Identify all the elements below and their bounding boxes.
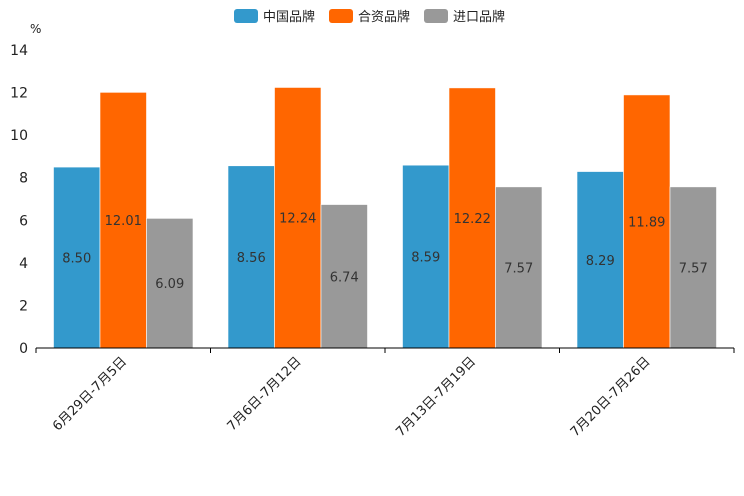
data-label: 12.22 bbox=[454, 212, 491, 227]
bar bbox=[227, 165, 275, 349]
y-tick-label: 0 bbox=[19, 341, 28, 357]
y-tick-label: 14 bbox=[10, 43, 28, 59]
y-tick-label: 6 bbox=[19, 213, 28, 229]
bar bbox=[669, 186, 717, 349]
legend-swatch[interactable] bbox=[424, 9, 448, 23]
bar bbox=[448, 87, 496, 349]
y-tick-label: 2 bbox=[19, 298, 28, 314]
legend-label[interactable]: 进口品牌 bbox=[453, 9, 505, 25]
bar bbox=[274, 87, 322, 349]
y-axis: 0 2 4 6 8 10 12 14 bbox=[10, 43, 28, 357]
bar bbox=[53, 166, 101, 349]
x-tick-label: 7月6日-7月12日 bbox=[225, 354, 305, 434]
data-label: 6.09 bbox=[155, 277, 184, 292]
y-axis-label: % bbox=[30, 22, 41, 36]
bars: 8.50 12.01 6.09 8.56 12.24 6.74 8.59 12.22 7.57 8… bbox=[53, 87, 717, 349]
data-label: 8.56 bbox=[237, 251, 266, 266]
bar bbox=[320, 204, 368, 349]
y-tick-label: 4 bbox=[19, 256, 28, 272]
legend-label[interactable]: 合资品牌 bbox=[358, 9, 410, 25]
x-tick-label: 7月20日-7月26日 bbox=[568, 354, 654, 440]
data-label: 11.89 bbox=[628, 215, 665, 230]
legend-swatch[interactable] bbox=[234, 9, 258, 23]
data-label: 8.59 bbox=[411, 251, 440, 266]
legend: 中国品牌 合资品牌 进口品牌 bbox=[234, 9, 505, 25]
bar bbox=[576, 171, 624, 349]
y-tick-label: 8 bbox=[19, 171, 28, 187]
x-tick-label: 7月13日-7月19日 bbox=[393, 354, 479, 440]
bar bbox=[99, 92, 147, 349]
legend-swatch[interactable] bbox=[329, 9, 353, 23]
data-label: 6.74 bbox=[330, 270, 359, 285]
x-axis: 6月29日-7月5日 7月6日-7月12日 7月13日-7月19日 7月20日-7月2… bbox=[35, 347, 735, 440]
bar bbox=[146, 218, 194, 349]
y-tick-label: 10 bbox=[10, 128, 28, 144]
data-label: 7.57 bbox=[679, 261, 708, 276]
data-label: 7.57 bbox=[504, 261, 533, 276]
x-tick-label: 6月29日-7月5日 bbox=[50, 354, 130, 434]
y-tick-label: 12 bbox=[10, 86, 28, 102]
data-label: 12.24 bbox=[279, 212, 316, 227]
legend-label[interactable]: 中国品牌 bbox=[263, 9, 315, 25]
data-label: 12.01 bbox=[105, 214, 142, 229]
data-label: 8.50 bbox=[62, 252, 91, 267]
data-label: 8.29 bbox=[586, 254, 615, 269]
